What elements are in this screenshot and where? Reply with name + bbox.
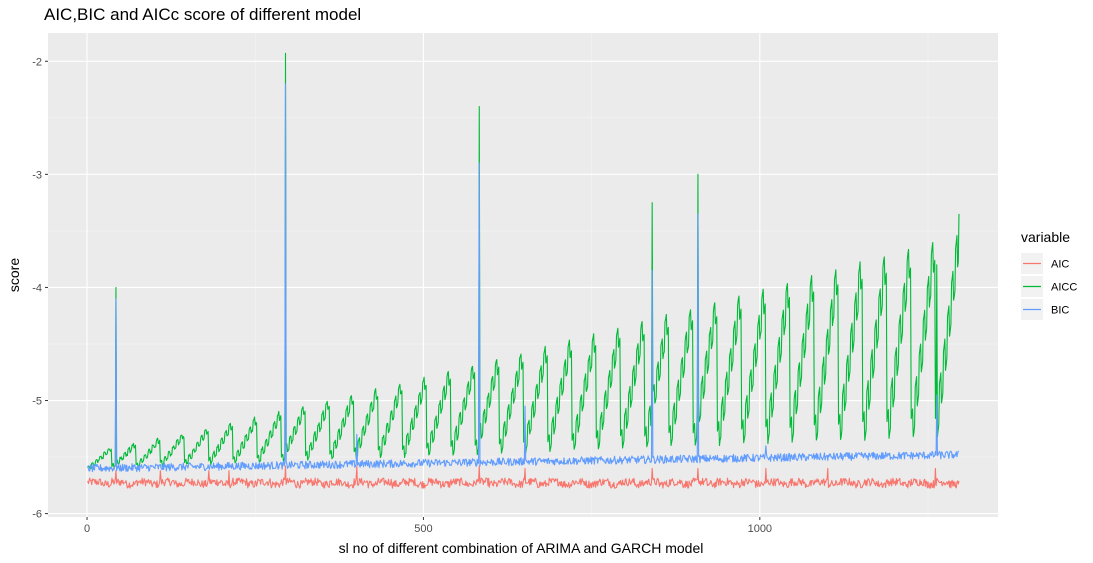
series-lines [87, 52, 960, 489]
x-tick-label: 0 [84, 523, 90, 535]
legend: variable AIC AICC BIC [1021, 229, 1077, 320]
series-line-bic [87, 83, 960, 473]
x-tick-label: 1000 [748, 523, 772, 535]
chart-title: AIC,BIC and AICc score of different mode… [44, 5, 361, 24]
series-line-aicc [87, 52, 960, 470]
x-axis: 0 500 1000 [84, 517, 772, 535]
y-tick-label: -4 [32, 282, 42, 294]
y-tick-label: -3 [32, 169, 42, 181]
x-axis-title: sl no of different combination of ARIMA … [339, 540, 704, 556]
panel-background [48, 33, 998, 517]
legend-label-aicc: AICC [1051, 282, 1077, 294]
y-axis-title: score [6, 258, 22, 292]
y-tick-label: -2 [32, 56, 42, 68]
y-tick-label: -6 [32, 509, 42, 521]
legend-title: variable [1021, 229, 1070, 245]
x-tick-label: 500 [414, 523, 432, 535]
legend-label-bic: BIC [1051, 305, 1069, 317]
series-line-aic [87, 465, 960, 489]
y-axis: -6 -5 -4 -3 -2 [32, 56, 48, 521]
legend-label-aic: AIC [1051, 259, 1069, 271]
plot-panel [48, 33, 998, 517]
y-tick-label: -5 [32, 396, 42, 408]
